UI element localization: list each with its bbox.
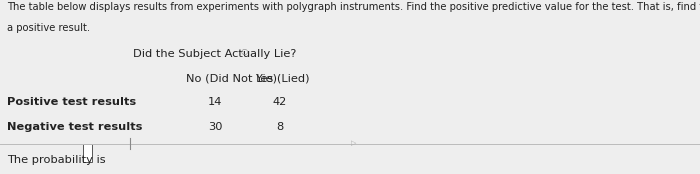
Text: Did the Subject Actually Lie?: Did the Subject Actually Lie? [133,49,296,59]
Text: 42: 42 [273,97,287,107]
Text: Yes (Lied): Yes (Lied) [256,73,310,83]
Text: 30: 30 [208,122,222,132]
Text: ▷: ▷ [351,141,356,147]
Text: 8: 8 [276,122,284,132]
Bar [83,144,92,162]
Text: a positive result.: a positive result. [7,23,90,33]
Text: The table below displays results from experiments with polygraph instruments. Fi: The table below displays results from ex… [7,2,700,12]
Text: Positive test results: Positive test results [7,97,136,107]
Text: 14: 14 [208,97,222,107]
Text: The probability is: The probability is [7,155,106,165]
Text: No (Did Not Lie): No (Did Not Lie) [186,73,276,83]
Text: Negative test results: Negative test results [7,122,142,132]
Text: ○: ○ [240,47,247,56]
